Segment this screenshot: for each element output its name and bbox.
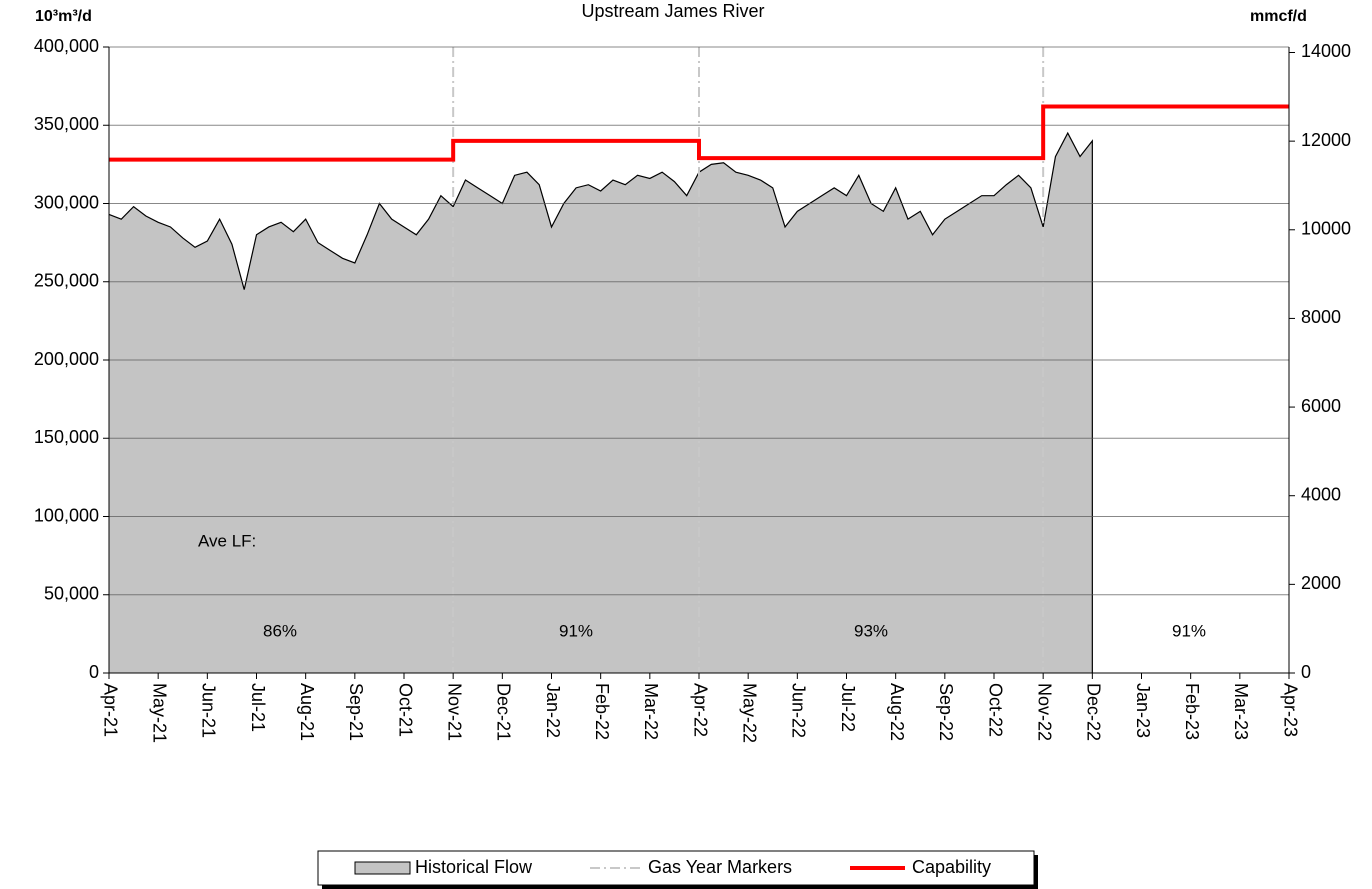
x-tick-label: Apr-21 bbox=[100, 683, 120, 737]
x-tick-label: Sep-22 bbox=[936, 683, 956, 741]
y2-tick-label: 8000 bbox=[1301, 307, 1341, 327]
x-tick-label: Dec-22 bbox=[1084, 683, 1104, 741]
y-tick-label: 0 bbox=[89, 662, 99, 682]
y2-tick-label: 12000 bbox=[1301, 130, 1351, 150]
y-tick-label: 150,000 bbox=[34, 427, 99, 447]
y-tick-label: 100,000 bbox=[34, 505, 99, 525]
x-tick-label: Apr-23 bbox=[1280, 683, 1300, 737]
y2-tick-label: 10000 bbox=[1301, 219, 1351, 239]
x-tick-label: Aug-21 bbox=[297, 683, 317, 741]
load-factor: 91% bbox=[1172, 621, 1206, 640]
flow-area bbox=[109, 133, 1093, 673]
y-tick-label: 400,000 bbox=[34, 36, 99, 56]
x-tick-label: Jun-22 bbox=[789, 683, 809, 738]
capability-line bbox=[109, 104, 1289, 162]
x-tick-label: Jan-23 bbox=[1133, 683, 1153, 738]
x-tick-label: May-22 bbox=[739, 683, 759, 743]
x-tick-label: Oct-21 bbox=[395, 683, 415, 737]
legend-label: Capability bbox=[912, 857, 991, 877]
x-tick-label: Jun-21 bbox=[199, 683, 219, 738]
x-tick-label: Mar-23 bbox=[1231, 683, 1251, 740]
legend-label: Gas Year Markers bbox=[648, 857, 792, 877]
x-tick-label: Jul-21 bbox=[248, 683, 268, 732]
y2-tick-label: 0 bbox=[1301, 662, 1311, 682]
legend-swatch bbox=[354, 861, 411, 875]
y-tick-label: 50,000 bbox=[44, 584, 99, 604]
legend-box bbox=[317, 850, 1035, 886]
load-factor: 91% bbox=[559, 621, 593, 640]
y2-tick-label: 6000 bbox=[1301, 396, 1341, 416]
y2-tick-label: 4000 bbox=[1301, 484, 1341, 504]
load-factor: 86% bbox=[263, 621, 297, 640]
x-tick-label: Feb-23 bbox=[1182, 683, 1202, 740]
x-tick-label: Apr-22 bbox=[690, 683, 710, 737]
y2-tick-label: 2000 bbox=[1301, 573, 1341, 593]
x-tick-label: Dec-21 bbox=[494, 683, 514, 741]
y-tick-label: 350,000 bbox=[34, 114, 99, 134]
x-tick-label: May-21 bbox=[149, 683, 169, 743]
y-tick-label: 250,000 bbox=[34, 271, 99, 291]
x-tick-label: Jul-22 bbox=[838, 683, 858, 732]
x-tick-label: Nov-22 bbox=[1034, 683, 1054, 741]
chart-title: Upstream James River bbox=[581, 1, 764, 21]
load-factor-title: Ave LF: bbox=[198, 531, 256, 550]
load-factor: 93% bbox=[854, 621, 888, 640]
y-axis-label: 10³m³/d bbox=[35, 8, 92, 25]
x-tick-label: Mar-22 bbox=[641, 683, 661, 740]
y-tick-label: 300,000 bbox=[34, 192, 99, 212]
x-tick-label: Oct-22 bbox=[985, 683, 1005, 737]
x-tick-label: Nov-21 bbox=[444, 683, 464, 741]
y2-tick-label: 14000 bbox=[1301, 41, 1351, 61]
x-tick-label: Jan-22 bbox=[543, 683, 563, 738]
x-tick-label: Sep-21 bbox=[346, 683, 366, 741]
x-tick-label: Feb-22 bbox=[592, 683, 612, 740]
flow-line bbox=[108, 131, 1093, 673]
legend-label: Historical Flow bbox=[415, 857, 533, 877]
x-tick-label: Aug-22 bbox=[887, 683, 907, 741]
y2-axis-label: mmcf/d bbox=[1250, 8, 1307, 25]
y-tick-label: 200,000 bbox=[34, 349, 99, 369]
